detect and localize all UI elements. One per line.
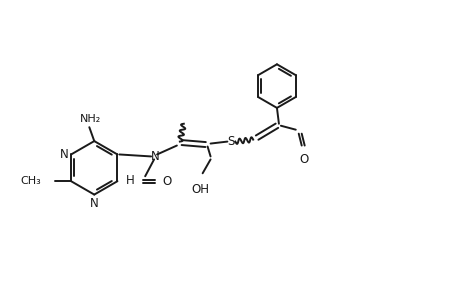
Text: O: O	[298, 154, 308, 166]
Text: NH₂: NH₂	[79, 114, 101, 124]
Text: O: O	[162, 175, 171, 188]
Text: N: N	[59, 148, 68, 161]
Text: OH: OH	[191, 183, 209, 196]
Text: N: N	[90, 196, 98, 210]
Text: H: H	[125, 174, 134, 187]
Text: CH₃: CH₃	[21, 176, 41, 186]
Text: S: S	[227, 135, 235, 148]
Text: N: N	[151, 150, 159, 163]
